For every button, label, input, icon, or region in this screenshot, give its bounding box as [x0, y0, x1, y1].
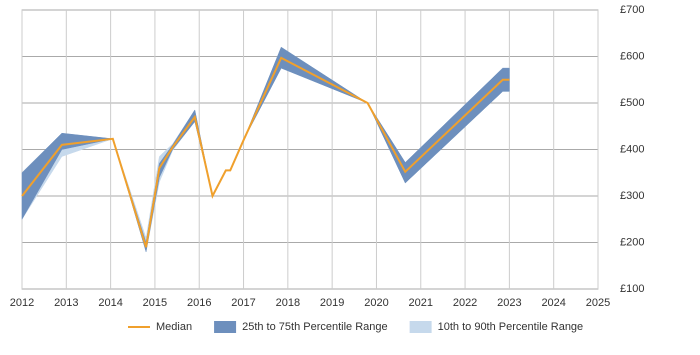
y-tick-label: £400: [620, 143, 644, 155]
legend-swatch: [409, 321, 432, 333]
percentile-band: [21, 46, 510, 252]
x-tick-label: 2018: [276, 297, 300, 309]
x-tick-label: 2025: [586, 297, 610, 309]
x-tick-label: 2024: [541, 297, 565, 309]
legend-label: Median: [156, 321, 192, 333]
x-tick-label: 2017: [231, 297, 255, 309]
legend-swatch: [214, 321, 237, 333]
y-tick-label: £600: [620, 50, 644, 62]
x-tick-label: 2019: [320, 297, 344, 309]
y-tick-label: £500: [620, 97, 644, 109]
y-tick-label: £100: [620, 283, 644, 295]
y-tick-label: £200: [620, 236, 644, 248]
x-tick-label: 2012: [10, 297, 34, 309]
x-tick-label: 2016: [187, 297, 211, 309]
median-line: [21, 56, 510, 248]
x-tick-label: 2023: [497, 297, 521, 309]
y-tick-label: £700: [620, 4, 644, 16]
x-tick-label: 2020: [364, 297, 388, 309]
x-tick-label: 2013: [54, 297, 78, 309]
x-tick-label: 2015: [143, 297, 167, 309]
x-tick-label: 2022: [453, 297, 477, 309]
x-tick-label: 2014: [98, 297, 122, 309]
legend-label: 25th to 75th Percentile Range: [242, 321, 388, 333]
x-tick-label: 2021: [409, 297, 433, 309]
legend-label: 10th to 90th Percentile Range: [438, 321, 584, 333]
y-tick-label: £300: [620, 190, 644, 202]
